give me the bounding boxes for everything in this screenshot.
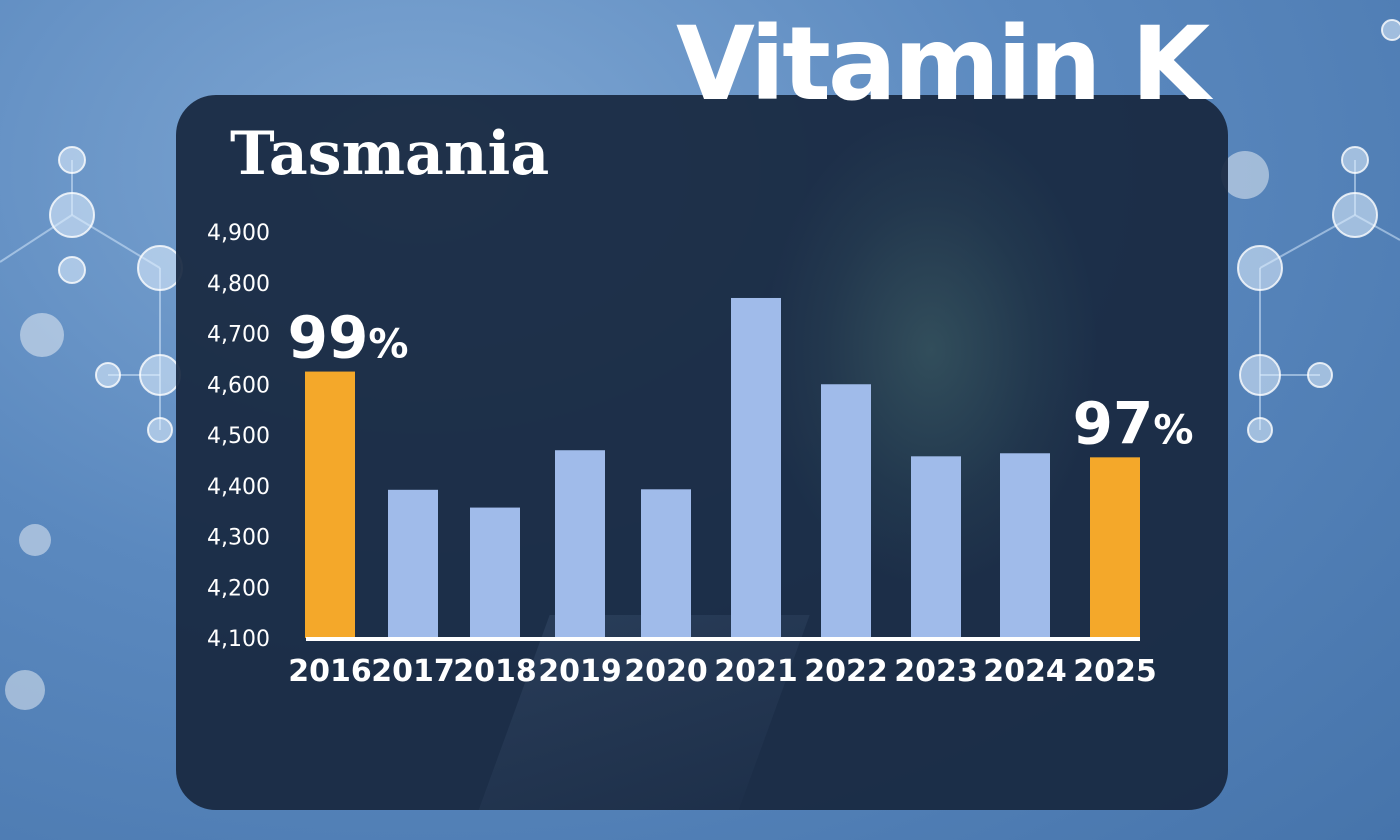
bar-2017 (388, 489, 438, 638)
bar-2016 (305, 371, 355, 638)
annotation-label: 99% (288, 304, 409, 372)
y-tick-label: 4,200 (207, 576, 270, 601)
bar-2018 (470, 507, 520, 638)
x-tick-label: 2021 (714, 654, 798, 689)
bar-2020 (641, 489, 691, 638)
page-title: Vitamin K (676, 5, 1210, 124)
y-tick-label: 4,800 (207, 272, 270, 297)
x-tick-label: 2020 (624, 654, 708, 689)
x-tick-label: 2025 (1073, 654, 1157, 689)
y-tick-label: 4,900 (207, 221, 270, 246)
y-tick-label: 4,700 (207, 323, 270, 348)
y-tick-label: 4,400 (207, 475, 270, 500)
bar-2019 (555, 450, 605, 638)
bar-2021 (731, 297, 781, 638)
x-tick-label: 2024 (983, 654, 1067, 689)
annotation-label: 97% (1073, 389, 1194, 457)
x-tick-label: 2022 (804, 654, 888, 689)
y-tick-label: 4,600 (207, 373, 270, 398)
bar-2022 (821, 384, 871, 638)
bar-2025 (1090, 457, 1140, 638)
y-tick-label: 4,500 (207, 424, 270, 449)
bar-2023 (911, 456, 961, 638)
bar-2024 (1000, 453, 1050, 638)
x-tick-label: 2018 (453, 654, 537, 689)
region-label: Tasmania (230, 119, 550, 189)
x-tick-label: 2019 (538, 654, 622, 689)
x-axis-baseline (306, 637, 1140, 641)
y-tick-label: 4,300 (207, 526, 270, 551)
y-tick-label: 4,100 (207, 627, 270, 652)
x-tick-label: 2017 (371, 654, 455, 689)
x-tick-label: 2016 (288, 654, 372, 689)
x-tick-label: 2023 (894, 654, 978, 689)
